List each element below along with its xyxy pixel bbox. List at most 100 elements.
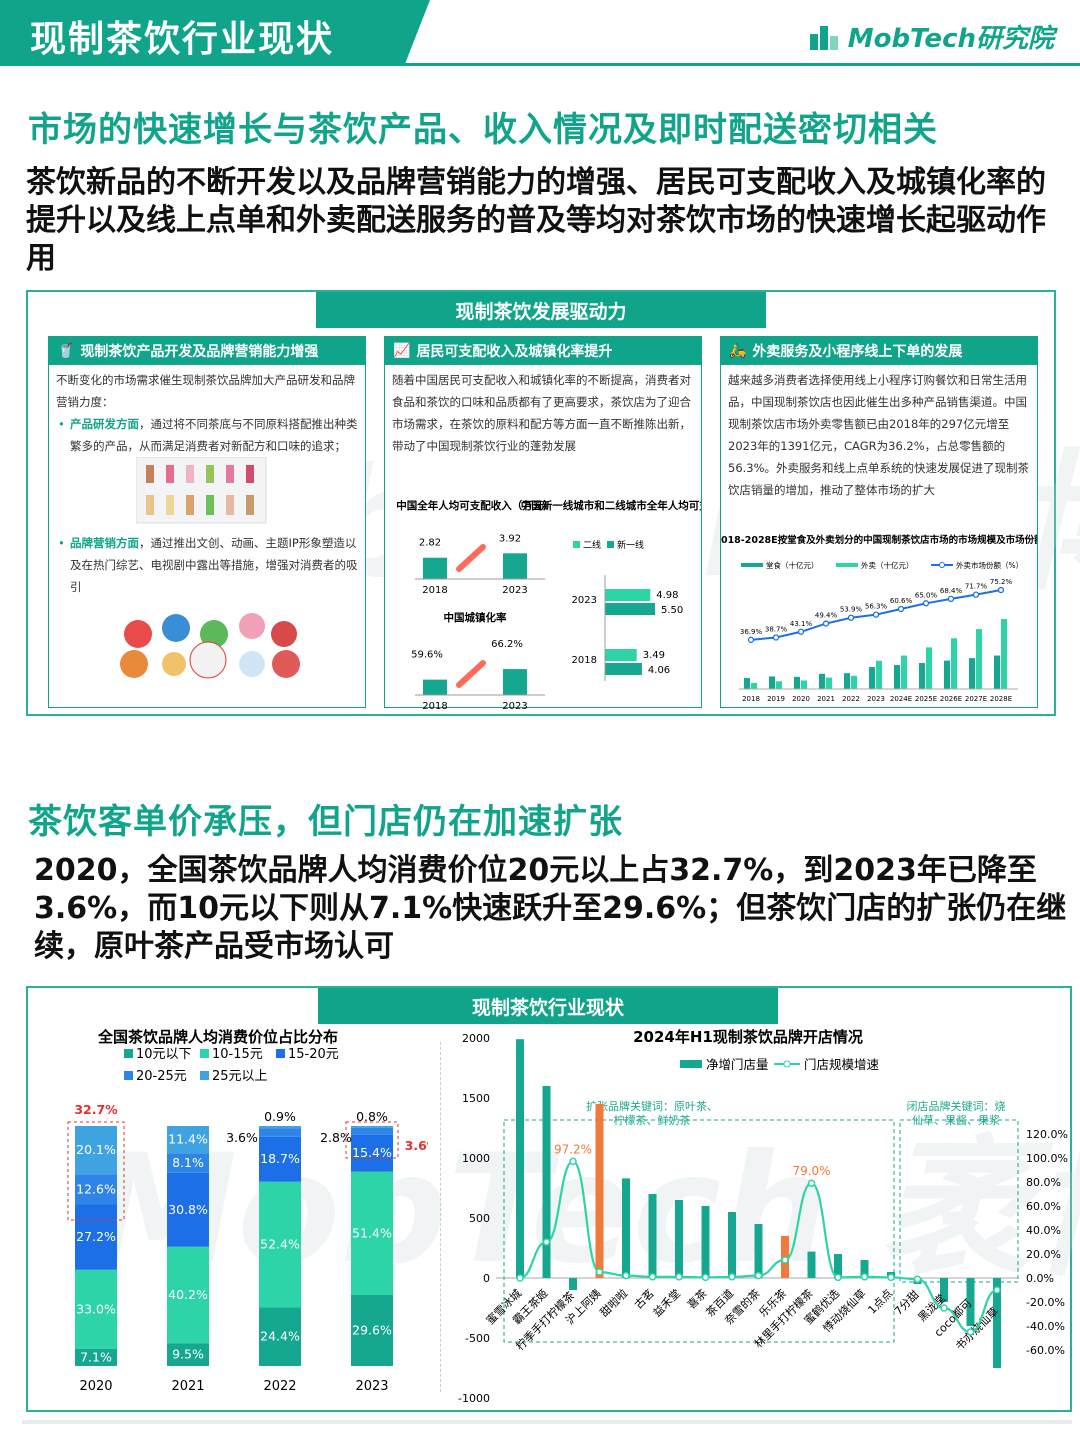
tier-value-label: 5.50 xyxy=(661,605,683,616)
urbanization-year-label: 2018 xyxy=(422,701,447,709)
stacked-bar-segment xyxy=(75,1348,117,1366)
y-tick-label: 500 xyxy=(469,1212,490,1225)
share-point xyxy=(972,591,980,598)
legend-label: 外卖市场份额（%） xyxy=(956,560,1023,570)
delivery-bar xyxy=(826,677,832,689)
net-store-bar xyxy=(701,1206,710,1278)
growth-rate-point xyxy=(966,1328,975,1336)
share-point xyxy=(997,586,1005,594)
growth-rate-point xyxy=(675,1273,683,1281)
legend-swatch xyxy=(124,1071,133,1080)
brand-tick-label: 甜啦啦 xyxy=(597,1286,630,1319)
legend-label: 10元以下 xyxy=(136,1047,192,1062)
segment-value-label: 11.4% xyxy=(168,1132,208,1147)
page-title: 现制茶饮行业现状 xyxy=(30,19,335,60)
segment-value-label: 2.8% xyxy=(320,1130,352,1145)
growth-rate-point xyxy=(940,1304,948,1312)
growth-rate-point xyxy=(701,1273,710,1282)
growth-rate-point xyxy=(913,1275,922,1283)
net-store-bar xyxy=(754,1224,763,1278)
growth-rate-point xyxy=(754,1271,763,1280)
segment-value-label: 18.7% xyxy=(260,1151,300,1166)
legend-label: 二线 xyxy=(583,539,601,551)
delivery-bar xyxy=(951,638,957,689)
share-value-label: 43.1% xyxy=(790,620,813,628)
legend-swatch xyxy=(200,1049,209,1058)
year-tick-label: 2023 xyxy=(355,1379,388,1394)
tier-bar-new xyxy=(605,603,655,615)
section2-body: 2020，全国茶饮品牌人均消费价位20元以上占32.7%，到2023年已降至3.… xyxy=(34,853,1067,964)
delivery-bar xyxy=(776,681,782,689)
dine-in-bar xyxy=(844,673,850,689)
stacked-bar-segment xyxy=(167,1343,209,1366)
tier-bar-new xyxy=(605,663,642,675)
income-year-label: 2018 xyxy=(422,585,447,596)
y2-tick-label: 20.0% xyxy=(1026,1248,1061,1261)
share-value-label: 53.9% xyxy=(840,606,863,614)
income-bar xyxy=(423,557,447,579)
brand-logo: MobTech研究院 xyxy=(808,18,1054,55)
expand-keywords: 扩张品牌关键词：原叶茶、 xyxy=(586,1099,718,1113)
price-distribution-chart: 全国茶饮品牌人均消费价位占比分布 10元以下 10-15元 15-20元 20-25元… xyxy=(67,1028,428,1394)
segment-value-label: 51.4% xyxy=(352,1225,392,1240)
stacked-bar-segment xyxy=(167,1126,209,1154)
segment-value-label: 12.6% xyxy=(76,1181,116,1196)
dine-in-bar xyxy=(869,667,875,689)
bullet2-key: 品牌营销方面 xyxy=(70,536,139,550)
delivery-bar xyxy=(976,629,982,689)
net-store-bar xyxy=(675,1200,683,1278)
bullet2-text: ，通过推出文创、动画、主题IP形象塑造以及在热门综艺、电视剧中露出等措施，增强对… xyxy=(70,536,358,594)
panel1-bullet2: • 品牌营销方面，通过推出文创、动画、主题IP形象塑造以及在热门综艺、电视剧中露出… xyxy=(58,536,358,594)
growth-rate-point xyxy=(728,1273,736,1281)
share-point xyxy=(822,620,830,627)
urbanization-value-label: 66.2% xyxy=(491,639,523,650)
share-point xyxy=(872,611,880,618)
segment-value-label: 52.4% xyxy=(260,1237,300,1252)
urbanization-chart-title: 中国城镇化率 xyxy=(444,611,507,624)
y2-tick-label: 120.0% xyxy=(1026,1128,1068,1141)
growth-rate-point xyxy=(781,1256,789,1264)
growth-rate-point xyxy=(622,1271,630,1280)
net-store-bar xyxy=(807,1251,816,1278)
legend-swatch xyxy=(607,541,614,548)
y2-tick-label: 0.0% xyxy=(1026,1272,1054,1285)
stacked-bar-segment xyxy=(351,1294,393,1366)
share-point xyxy=(922,600,930,607)
share-value-label: 36.9% xyxy=(740,628,763,636)
y-tick-label: 1500 xyxy=(462,1092,490,1105)
delivery-bar xyxy=(1001,619,1007,689)
net-store-bar xyxy=(516,1039,524,1278)
income-chart-title: 中国全年人均可支配收入（万元） xyxy=(396,499,554,512)
stacked-bar-segment xyxy=(351,1171,393,1295)
net-store-bar xyxy=(622,1178,630,1278)
segment-value-label: 0.9% xyxy=(264,1109,296,1124)
growth-rate-point xyxy=(860,1273,869,1281)
year-tick-label: 2022 xyxy=(263,1379,296,1394)
y-tick-label: -500 xyxy=(465,1332,490,1345)
price-chart-title: 全国茶饮品牌人均消费价位占比分布 xyxy=(97,1028,338,1046)
stacked-bar-segment xyxy=(351,1134,393,1172)
section1-body: 茶饮新品的不断开发以及品牌营销能力的增强、居民可支配收入及城镇化率的提升以及线上… xyxy=(26,165,1046,276)
legend-label: 25元以上 xyxy=(212,1069,268,1084)
growth-rate-point xyxy=(595,1268,604,1276)
y-tick-label: -1000 xyxy=(458,1392,490,1405)
share-point xyxy=(947,595,955,603)
net-store-bar xyxy=(940,1278,948,1302)
income-year-label: 2023 xyxy=(502,585,527,596)
year-tick-label: 2023 xyxy=(867,695,885,703)
income-charts: 中国全年人均可支配收入（万元） 中国城镇化率 中国新一线城市和二线城市全年人均可… xyxy=(396,499,701,709)
urbanization-bar xyxy=(423,679,447,695)
urbanization-year-label: 2023 xyxy=(502,701,527,709)
brand-tick-label: 益禾堂 xyxy=(650,1286,683,1319)
highlight-box-2023 xyxy=(345,1121,399,1159)
segment-value-label: 9.5% xyxy=(172,1347,204,1362)
segment-value-label: 7.1% xyxy=(80,1349,112,1364)
brand-tick-label: 1点点 xyxy=(865,1287,895,1317)
y-tick-label: 1000 xyxy=(462,1152,490,1165)
tier-bar-second xyxy=(605,649,637,661)
legend-swatch xyxy=(276,1049,285,1058)
delivery-bar xyxy=(751,682,757,689)
legend-swatch xyxy=(680,1060,702,1068)
rising-chart-icon: 📈 xyxy=(393,343,411,359)
stacked-bar-segment xyxy=(259,1128,301,1137)
